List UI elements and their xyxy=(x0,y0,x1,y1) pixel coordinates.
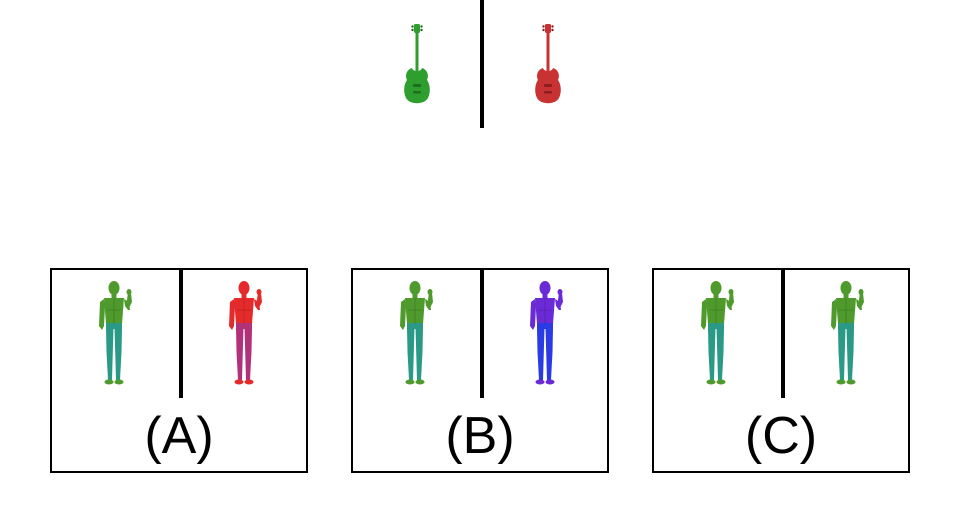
person-figure-icon xyxy=(831,281,864,385)
option-divider xyxy=(179,270,183,398)
option-divider xyxy=(480,270,484,398)
option-a[interactable]: (A) xyxy=(50,268,308,473)
prompt-divider xyxy=(480,0,484,128)
person-figure-icon xyxy=(530,281,563,385)
person-figure-icon xyxy=(229,281,262,385)
person-figure-icon xyxy=(400,281,433,385)
option-label: (B) xyxy=(445,407,515,465)
person-figure-icon xyxy=(701,281,734,385)
option-c[interactable]: (C) xyxy=(652,268,910,473)
option-label: (C) xyxy=(744,407,818,465)
person-figure-icon xyxy=(99,281,132,385)
option-divider xyxy=(781,270,785,398)
option-b[interactable]: (B) xyxy=(351,268,609,473)
prompt-panel xyxy=(380,0,580,128)
bass-guitar-icon xyxy=(535,24,561,104)
option-label: (A) xyxy=(144,407,214,465)
bass-guitar-icon xyxy=(404,24,430,104)
